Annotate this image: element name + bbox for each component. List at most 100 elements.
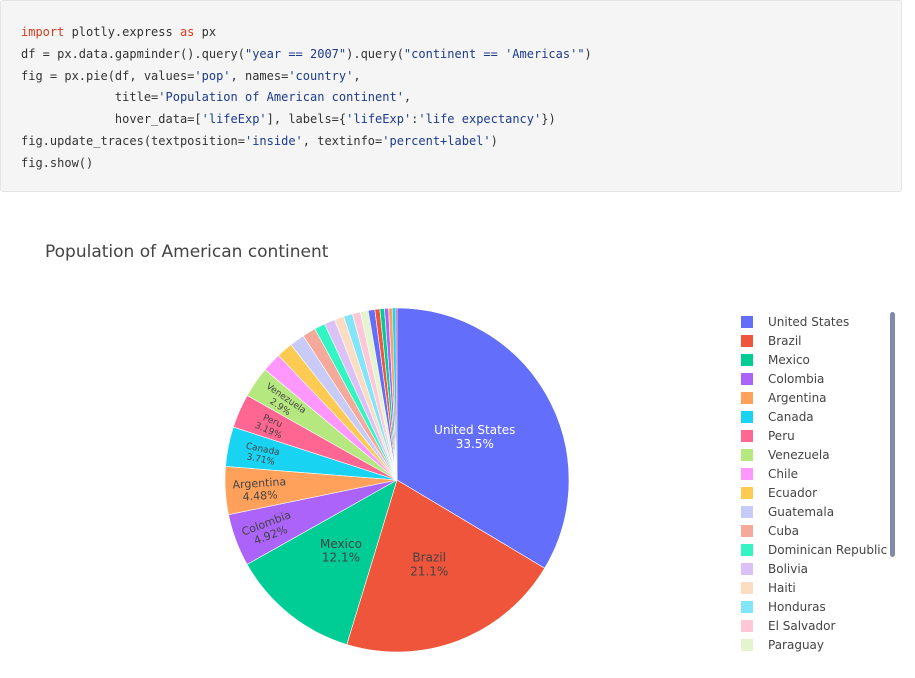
plotly-figure: Population of American continent United … — [0, 192, 915, 678]
slice-label-name: Brazil — [412, 551, 446, 565]
chart-legend: United States Brazil Mexico Colombia Argenti… — [735, 313, 895, 656]
legend-label: Honduras — [768, 600, 826, 614]
code-string: 'life expectancy' — [418, 112, 542, 127]
legend-label: Ecuador — [768, 486, 818, 500]
pie-slice-mexico[interactable] — [246, 479, 398, 645]
code-line: fig = px.pie(df, values='pop', names='co… — [21, 68, 361, 84]
legend-label: Argentina — [768, 391, 827, 405]
legend-swatch — [741, 392, 753, 404]
code-text: ], labels={ — [266, 112, 347, 127]
code-string: 'inside' — [244, 134, 303, 148]
legend-item[interactable]: Brazil — [735, 332, 895, 351]
legend-item[interactable]: Venezuela — [735, 446, 895, 465]
code-text: fig = px.pie(df, values= — [21, 68, 195, 83]
legend-swatch — [741, 411, 753, 423]
legend-label: Mexico — [768, 353, 810, 367]
legend-item[interactable]: Colombia — [735, 370, 895, 389]
legend-label: United States — [768, 315, 850, 329]
legend-scrollbar[interactable] — [890, 312, 895, 557]
code-text: ) — [584, 46, 592, 61]
code-cell[interactable]: import plotly.express as px df = px.data.… — [0, 0, 902, 192]
code-keyword: import — [21, 25, 65, 39]
legend-swatch — [741, 373, 753, 385]
slice-label-percent: 33.5% — [456, 437, 494, 451]
code-string: "year == 2007" — [244, 46, 347, 61]
slice-label-name: Mexico — [320, 537, 362, 551]
legend-label: Brazil — [768, 334, 802, 348]
legend-item[interactable]: Dominican Republic — [735, 541, 895, 560]
legend-item[interactable]: Honduras — [735, 598, 895, 617]
legend-swatch — [741, 544, 753, 556]
legend-item[interactable]: United States — [735, 313, 895, 332]
legend-label: Chile — [768, 467, 799, 481]
code-text: , — [353, 68, 361, 83]
legend-swatch — [741, 487, 753, 499]
legend-swatch — [741, 582, 753, 594]
legend-label: Haiti — [768, 581, 796, 595]
code-line: fig.update_traces(textposition='inside',… — [21, 133, 498, 149]
slice-label-name: United States — [434, 423, 515, 437]
code-text: ).query( — [346, 46, 404, 61]
legend-item[interactable]: Peru — [735, 427, 895, 446]
legend-swatch — [741, 430, 753, 442]
legend-label: Venezuela — [768, 448, 830, 462]
legend-swatch — [741, 563, 753, 575]
legend-swatch — [741, 601, 753, 613]
legend-item[interactable]: Argentina — [735, 389, 895, 408]
pie-slice-trinidad-and-tobago[interactable] — [395, 307, 398, 481]
legend-item[interactable]: El Salvador — [735, 617, 895, 636]
legend-item[interactable]: Guatemala — [735, 503, 895, 522]
legend-swatch — [741, 620, 753, 632]
chart-title: Population of American continent — [45, 242, 329, 262]
legend-item[interactable]: Canada — [735, 408, 895, 427]
legend-item[interactable]: Mexico — [735, 351, 895, 370]
legend-item[interactable]: Bolivia — [735, 560, 895, 579]
legend-label: Cuba — [768, 524, 799, 538]
code-string: "continent == 'Americas'" — [403, 46, 585, 61]
code-string: 'Population of American continent' — [158, 90, 404, 105]
legend-swatch — [741, 354, 753, 366]
code-string: 'percent+label' — [382, 134, 491, 148]
slice-label-percent: 21.1% — [410, 564, 448, 578]
pie-slice-united-states[interactable] — [396, 307, 570, 569]
legend-item[interactable]: Chile — [735, 465, 895, 484]
legend-label: Paraguay — [768, 638, 825, 652]
slice-label-percent: 4.48% — [242, 488, 278, 503]
slice-label-percent: 12.1% — [322, 551, 360, 565]
legend-swatch — [741, 506, 753, 518]
code-string: 'lifeExp' — [346, 112, 412, 127]
code-text: fig.show() — [21, 155, 94, 170]
code-text: fig.update_traces(textposition= — [21, 134, 245, 148]
code-text: , — [403, 90, 412, 105]
code-text: ) — [490, 134, 498, 148]
legend-label: Peru — [768, 429, 795, 443]
code-text: hover_data=[ — [21, 112, 202, 127]
legend-swatch — [741, 468, 753, 480]
legend-label: El Salvador — [768, 619, 836, 633]
legend-swatch — [741, 316, 753, 328]
legend-item[interactable]: Ecuador — [735, 484, 895, 503]
legend-label: Canada — [768, 410, 814, 424]
code-text: df = px.data.gapminder().query( — [21, 46, 245, 61]
code-text: }) — [541, 112, 556, 127]
legend-item[interactable]: Paraguay — [735, 636, 895, 655]
code-line: hover_data=['lifeExp'], labels={'lifeExp… — [21, 111, 556, 127]
code-line: fig.show() — [21, 155, 93, 171]
pie-slice-brazil[interactable] — [346, 479, 546, 653]
code-string: 'pop' — [194, 68, 231, 83]
code-line: df = px.data.gapminder().query("year == … — [21, 46, 592, 62]
legend-item[interactable]: Cuba — [735, 522, 895, 541]
code-text: , textinfo= — [302, 134, 383, 148]
legend-swatch — [741, 525, 753, 537]
legend-label: Dominican Republic — [768, 543, 888, 557]
code-line: import plotly.express as px — [21, 24, 216, 40]
code-text: , names= — [230, 68, 289, 83]
legend-label: Bolivia — [768, 562, 809, 576]
legend-item[interactable]: Haiti — [735, 579, 895, 598]
code-string: 'lifeExp' — [201, 112, 267, 127]
code-text: title= — [21, 90, 159, 105]
